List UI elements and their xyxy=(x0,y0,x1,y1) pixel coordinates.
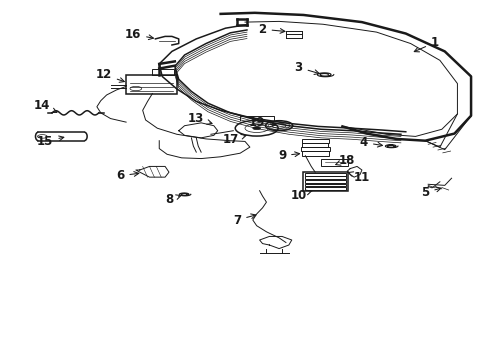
Text: 17: 17 xyxy=(222,134,246,147)
Text: 8: 8 xyxy=(165,193,181,206)
Text: 12: 12 xyxy=(96,68,124,82)
Text: 15: 15 xyxy=(37,135,64,148)
Text: 13: 13 xyxy=(188,112,212,125)
Text: 19: 19 xyxy=(248,116,275,129)
Text: 16: 16 xyxy=(125,28,153,41)
Text: 7: 7 xyxy=(233,213,256,226)
Circle shape xyxy=(253,127,261,130)
Text: 11: 11 xyxy=(348,171,370,184)
Text: 18: 18 xyxy=(336,154,356,167)
Text: 1: 1 xyxy=(414,36,439,52)
Text: 3: 3 xyxy=(294,61,319,75)
Text: 4: 4 xyxy=(360,136,382,149)
Text: 9: 9 xyxy=(278,149,299,162)
Text: 10: 10 xyxy=(291,189,312,202)
Text: 5: 5 xyxy=(421,186,441,199)
Text: 14: 14 xyxy=(34,99,57,113)
Text: 6: 6 xyxy=(116,169,139,182)
Text: 2: 2 xyxy=(259,23,285,36)
